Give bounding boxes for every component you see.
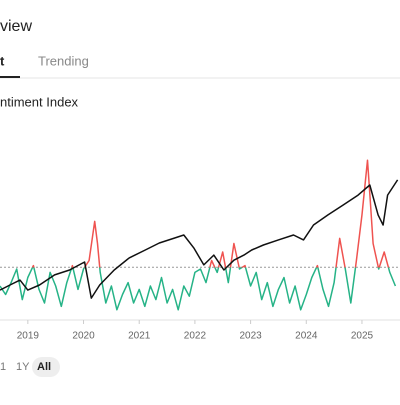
tab-underline (0, 76, 20, 78)
range-button[interactable]: 1Y (16, 361, 30, 373)
x-tick-label: 2021 (128, 331, 151, 342)
x-tick-label: 2022 (184, 331, 207, 342)
x-tick-label: 2025 (351, 331, 374, 342)
tab[interactable]: Trending (38, 53, 89, 68)
range-button[interactable]: All (37, 361, 51, 373)
tab[interactable]: t (0, 53, 5, 68)
range-pill-bg (32, 357, 60, 377)
chart-title: ntiment Index (0, 94, 79, 109)
x-tick-label: 2024 (295, 331, 318, 342)
series-line (0, 179, 399, 299)
x-tick-label: 2020 (72, 331, 95, 342)
x-tick-label: 2023 (239, 331, 262, 342)
series-line (0, 159, 397, 311)
x-tick-label: 2019 (17, 331, 40, 342)
range-button[interactable]: 1 (0, 361, 6, 373)
page-title: view (0, 18, 32, 35)
